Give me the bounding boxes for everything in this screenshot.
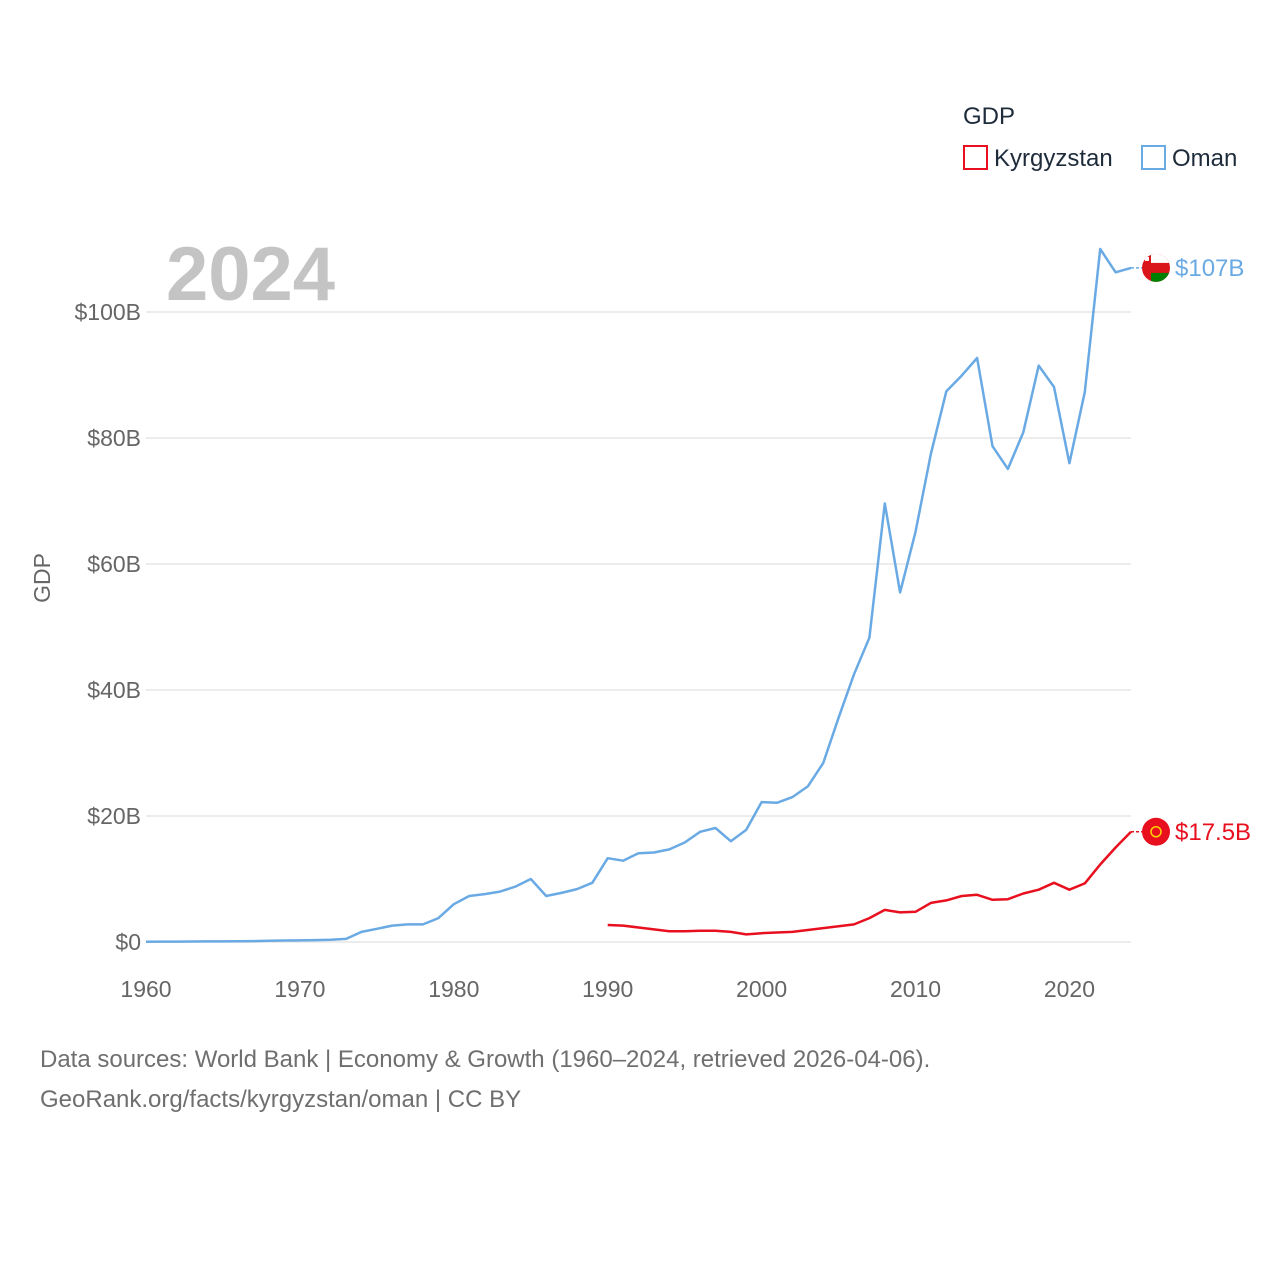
x-tick-label: 2010 — [890, 976, 941, 1002]
gridlines — [146, 311, 1131, 943]
series-end-markers: $17.5B $107B — [1131, 253, 1251, 846]
y-tick-label: $100B — [74, 299, 141, 325]
flag-marker-kyrgyzstan — [1142, 817, 1170, 846]
legend-item-kyrgyzstan[interactable]: Kyrgyzstan — [963, 145, 1113, 172]
y-tick-label: $40B — [87, 677, 141, 703]
end-value-label-kyrgyzstan: $17.5B — [1175, 819, 1251, 846]
end-value-label-oman: $107B — [1175, 255, 1244, 282]
legend-title: GDP — [963, 103, 1015, 130]
y-axis-label: GDP — [29, 553, 55, 603]
legend-label-oman: Oman — [1172, 145, 1237, 172]
legend: GDP Kyrgyzstan Oman — [963, 103, 1237, 172]
legend-swatch-oman — [1141, 145, 1166, 170]
series-line-oman[interactable] — [145, 247, 1132, 943]
y-tick-label: $0 — [115, 929, 141, 955]
legend-item-oman[interactable]: Oman — [1141, 145, 1237, 172]
x-tick-label: 1960 — [120, 976, 171, 1002]
footer-attribution[interactable]: GeoRank.org/facts/kyrgyzstan/oman | CC B… — [40, 1086, 522, 1113]
legend-swatch-kyrgyzstan — [963, 145, 988, 170]
y-tick-label: $80B — [87, 425, 141, 451]
x-tick-label: 1980 — [428, 976, 479, 1002]
y-tick-label: $60B — [87, 551, 141, 577]
x-tick-label: 2020 — [1044, 976, 1095, 1002]
legend-label-kyrgyzstan: Kyrgyzstan — [994, 145, 1113, 172]
footer-sources: Data sources: World Bank | Economy & Gro… — [40, 1046, 931, 1073]
x-tick-label: 1970 — [274, 976, 325, 1002]
year-indicator: 2024 — [166, 232, 335, 317]
y-tick-label: $20B — [87, 803, 141, 829]
series-line-kyrgyzstan[interactable] — [607, 830, 1132, 936]
y-axis-ticks: $0 $20B $40B $60B $80B $100B — [74, 299, 141, 955]
gdp-line-chart: $0 $20B $40B $60B $80B $100B 1960 1970 1980 1990… — [29, 103, 1251, 1002]
x-tick-label: 2000 — [736, 976, 787, 1002]
series-lines — [145, 247, 1132, 943]
x-axis-ticks: 1960 1970 1980 1990 2000 2010 2020 — [120, 976, 1095, 1002]
x-tick-label: 1990 — [582, 976, 633, 1002]
flag-marker-oman — [1142, 253, 1170, 282]
